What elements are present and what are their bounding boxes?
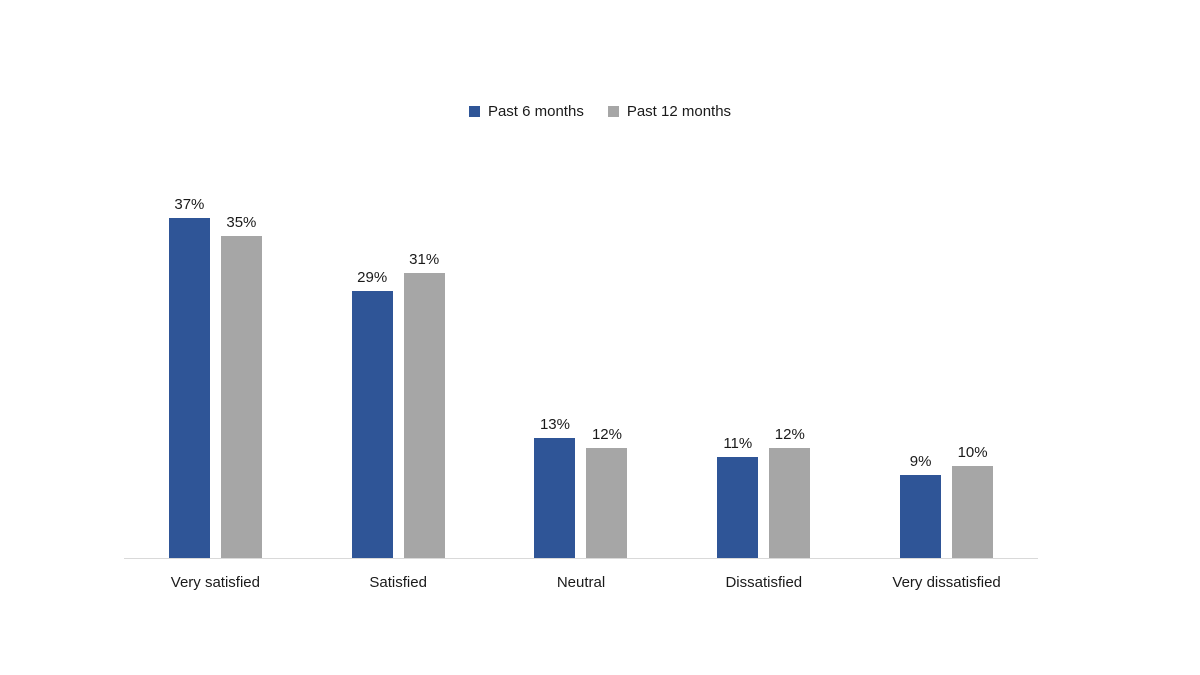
bar-past-6-months-very-satisfied (168, 218, 210, 558)
x-axis-labels: Very satisfied Satisfied Neutral Dissatisfi… (124, 574, 1038, 591)
data-label: 10% (957, 444, 988, 461)
legend-swatch-icon (607, 106, 619, 117)
data-label: 11% (723, 435, 753, 452)
bar-wrap-past-12-months-dissatisfied: 12% (769, 426, 811, 558)
category-label-satisfied: Satisfied (369, 574, 427, 591)
legend-label: Past 12 months (626, 103, 732, 120)
bar-group-satisfied: 29% 31% (307, 0, 490, 558)
bar-past-12-months-neutral (586, 448, 628, 558)
bar-wrap-past-12-months-satisfied: 31% (403, 251, 445, 558)
bar-past-6-months-neutral (534, 438, 576, 558)
data-label: 31% (409, 251, 440, 268)
bar-wrap-past-6-months-dissatisfied: 11% (717, 435, 759, 558)
bar-past-6-months-very-dissatisfied (900, 475, 942, 558)
bar-wrap-past-6-months-neutral: 13% (534, 416, 576, 558)
data-label: 37% (174, 196, 205, 213)
bar-group-very-dissatisfied: 9% 10% (855, 0, 1038, 558)
bar-wrap-past-6-months-satisfied: 29% (351, 269, 393, 558)
x-axis-line (124, 558, 1038, 559)
bar-group-dissatisfied: 11% 12% (672, 0, 855, 558)
bar-wrap-past-12-months-very-dissatisfied: 10% (952, 444, 994, 558)
chart-legend: Past 6 months Past 12 months (0, 103, 1200, 120)
data-label: 35% (226, 214, 257, 231)
data-label: 9% (909, 453, 932, 470)
plot-area: 37% 35% 29% 31% 13% 12% 11% 12% 9% 10% (124, 0, 1038, 558)
legend-item-past-12-months: Past 12 months (607, 103, 732, 120)
bar-group-very-satisfied: 37% 35% (124, 0, 307, 558)
category-label-dissatisfied: Dissatisfied (725, 574, 803, 591)
bar-past-12-months-dissatisfied (769, 448, 811, 558)
legend-item-past-6-months: Past 6 months (468, 103, 584, 120)
bar-past-12-months-satisfied (403, 273, 445, 558)
bar-wrap-past-12-months-neutral: 12% (586, 426, 628, 558)
legend-label: Past 6 months (487, 103, 584, 120)
bar-group-neutral: 13% 12% (490, 0, 673, 558)
category-label-very-dissatisfied: Very dissatisfied (892, 574, 1001, 591)
bar-wrap-past-6-months-very-satisfied: 37% (168, 196, 210, 558)
bar-past-6-months-satisfied (351, 291, 393, 558)
data-label: 12% (591, 426, 622, 443)
category-label-very-satisfied: Very satisfied (170, 574, 260, 591)
data-label: 13% (539, 416, 570, 433)
bar-wrap-past-6-months-very-dissatisfied: 9% (900, 453, 942, 558)
bar-past-6-months-dissatisfied (717, 457, 759, 558)
bar-wrap-past-12-months-very-satisfied: 35% (220, 214, 262, 558)
data-label: 12% (774, 426, 805, 443)
legend-swatch-icon (468, 106, 480, 117)
bar-past-12-months-very-dissatisfied (952, 466, 994, 558)
data-label: 29% (357, 269, 388, 286)
bar-past-12-months-very-satisfied (220, 236, 262, 558)
category-label-neutral: Neutral (556, 574, 606, 591)
